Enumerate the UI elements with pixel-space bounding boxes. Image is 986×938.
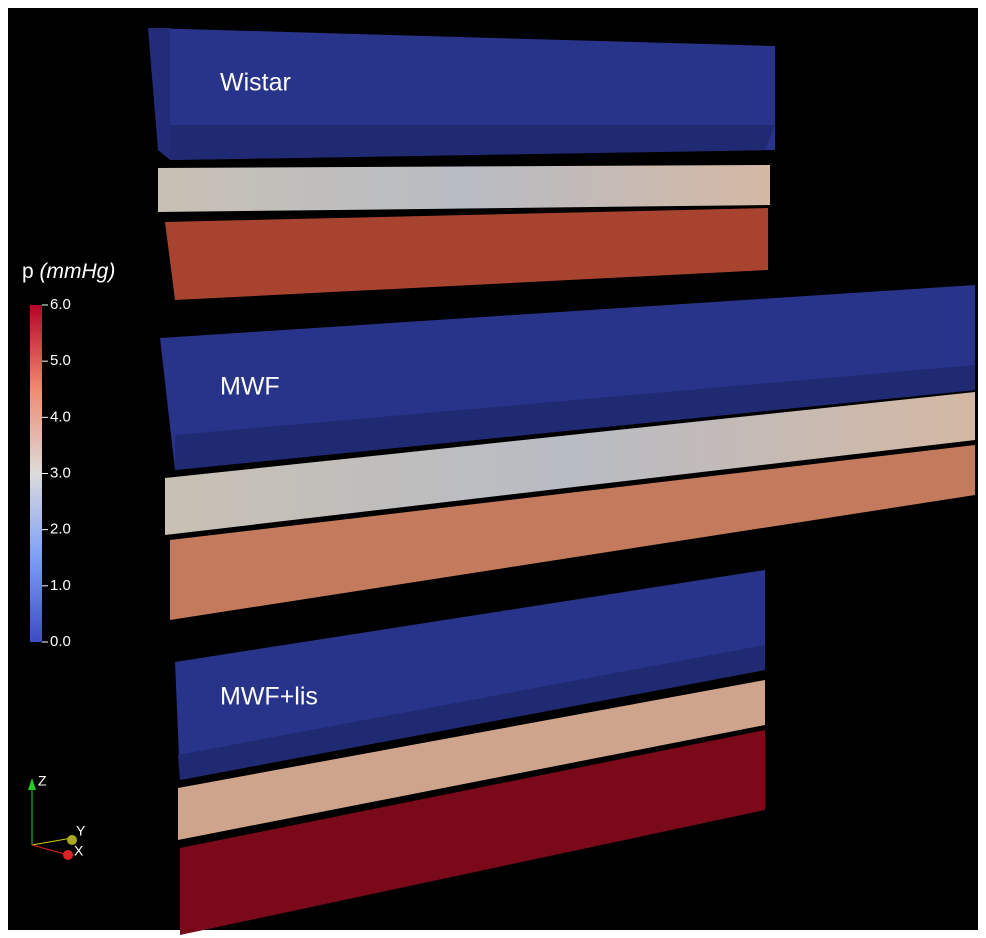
colorbar-title: p (mmHg) xyxy=(22,260,115,283)
axis-x: X xyxy=(74,843,84,859)
colorbar-tick-label: 4.0 xyxy=(50,408,71,425)
panel-label: Wistar xyxy=(220,69,291,97)
colorbar-unit: (mmHg) xyxy=(40,260,116,283)
colorbar-title-text: p xyxy=(22,260,34,283)
panel-label: MWF xyxy=(220,373,280,401)
axis-y: Y xyxy=(76,823,86,839)
colorbar xyxy=(30,305,42,642)
colorbar-tick-label: 3.0 xyxy=(50,464,71,481)
panel-label: MWF+lis xyxy=(220,683,318,711)
colorbar-tick-label: 1.0 xyxy=(50,577,71,594)
colorbar-tick-label: 2.0 xyxy=(50,521,71,538)
colorbar-tick-label: 6.0 xyxy=(50,296,71,313)
colorbar-tick-label: 5.0 xyxy=(50,352,71,369)
colorbar-tick-label: 0.0 xyxy=(50,633,71,650)
render-view: Wistar MWF MWF+lis p (mmHg) 6.0 5.0 4.0 3.0… xyxy=(0,0,986,938)
axis-z: Z xyxy=(38,773,47,789)
